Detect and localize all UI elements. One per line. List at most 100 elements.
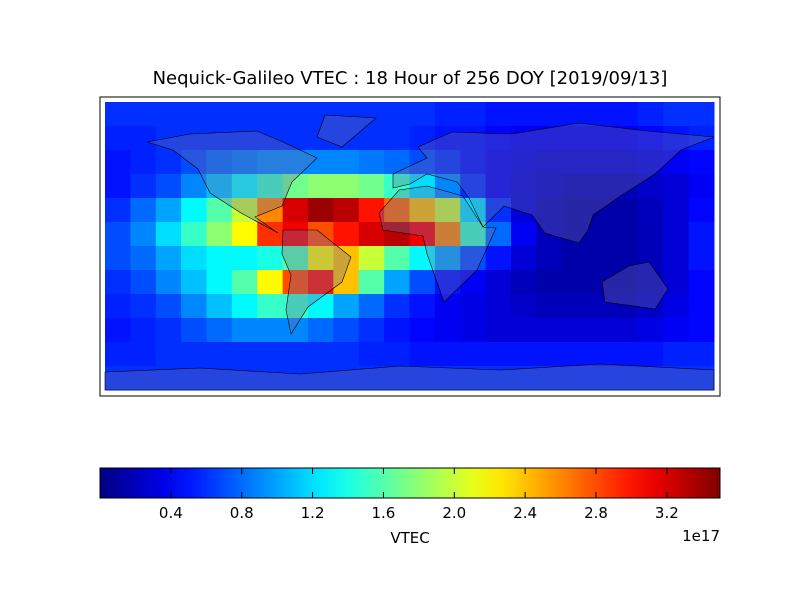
cell xyxy=(409,222,436,247)
cell xyxy=(384,246,410,271)
cell xyxy=(663,294,690,319)
cell xyxy=(409,102,436,127)
cell xyxy=(663,126,690,151)
cell xyxy=(485,102,512,127)
cell xyxy=(637,246,664,271)
cell xyxy=(663,198,690,223)
cell xyxy=(384,366,410,391)
colorbar-tick-label: 2.4 xyxy=(513,504,537,522)
cell xyxy=(308,174,334,199)
cell xyxy=(155,270,182,295)
cell xyxy=(206,174,233,199)
cell xyxy=(231,318,258,343)
cell xyxy=(105,294,131,319)
cell xyxy=(181,318,207,343)
cell xyxy=(409,246,436,271)
cell xyxy=(358,342,385,367)
cell xyxy=(105,222,131,247)
south-america xyxy=(281,229,352,335)
cell xyxy=(409,318,436,343)
cell xyxy=(663,222,690,247)
cell xyxy=(105,318,131,343)
cell xyxy=(612,174,639,199)
cell xyxy=(612,126,639,151)
cell xyxy=(561,222,588,247)
cell xyxy=(434,150,461,175)
cell xyxy=(130,126,157,151)
cell xyxy=(587,150,613,175)
eurasia xyxy=(392,122,715,244)
cell xyxy=(612,342,639,367)
cell xyxy=(155,198,182,223)
cell xyxy=(561,126,588,151)
cell xyxy=(257,150,284,175)
cell xyxy=(536,126,563,151)
cell xyxy=(105,150,131,175)
cell xyxy=(231,246,258,271)
colorbar-tick-label: 1.2 xyxy=(301,504,325,522)
cell xyxy=(485,150,512,175)
cell xyxy=(155,342,182,367)
cell xyxy=(105,366,131,391)
cell xyxy=(308,294,334,319)
cell xyxy=(460,342,487,367)
cell xyxy=(282,270,309,295)
cell xyxy=(587,270,613,295)
cell xyxy=(130,150,157,175)
cell xyxy=(536,102,563,127)
cell xyxy=(384,174,410,199)
cell xyxy=(384,270,410,295)
cell xyxy=(485,198,512,223)
cell xyxy=(460,318,487,343)
cell xyxy=(181,102,207,127)
cell xyxy=(511,246,537,271)
cell xyxy=(536,150,563,175)
cell xyxy=(434,270,461,295)
cell xyxy=(409,174,436,199)
cell xyxy=(231,270,258,295)
cell xyxy=(308,222,334,247)
cell xyxy=(231,342,258,367)
cell xyxy=(105,126,131,151)
cell xyxy=(358,294,385,319)
colorbar-tick-label: 0.8 xyxy=(230,504,254,522)
cell xyxy=(460,246,487,271)
cell xyxy=(308,102,334,127)
cell xyxy=(155,246,182,271)
cell xyxy=(257,198,284,223)
cell xyxy=(561,198,588,223)
cell xyxy=(308,318,334,343)
cell xyxy=(181,270,207,295)
cell xyxy=(155,222,182,247)
cell xyxy=(130,318,157,343)
cell xyxy=(206,246,233,271)
cell xyxy=(511,318,537,343)
cell xyxy=(536,246,563,271)
cell xyxy=(206,150,233,175)
cell xyxy=(181,222,207,247)
cell xyxy=(206,126,233,151)
cell xyxy=(409,270,436,295)
cell xyxy=(206,294,233,319)
cell xyxy=(333,318,360,343)
cell xyxy=(663,174,690,199)
cell xyxy=(358,270,385,295)
cell xyxy=(561,270,588,295)
cell xyxy=(485,270,512,295)
cell xyxy=(130,222,157,247)
cell xyxy=(130,198,157,223)
cell xyxy=(333,174,360,199)
cell xyxy=(688,150,715,175)
cell xyxy=(587,366,613,391)
cell xyxy=(637,222,664,247)
heatmap xyxy=(105,102,715,391)
cell xyxy=(155,174,182,199)
cell xyxy=(434,366,461,391)
cell xyxy=(434,126,461,151)
cell xyxy=(358,174,385,199)
cell xyxy=(333,222,360,247)
cell xyxy=(181,198,207,223)
cell xyxy=(333,102,360,127)
cell xyxy=(257,342,284,367)
